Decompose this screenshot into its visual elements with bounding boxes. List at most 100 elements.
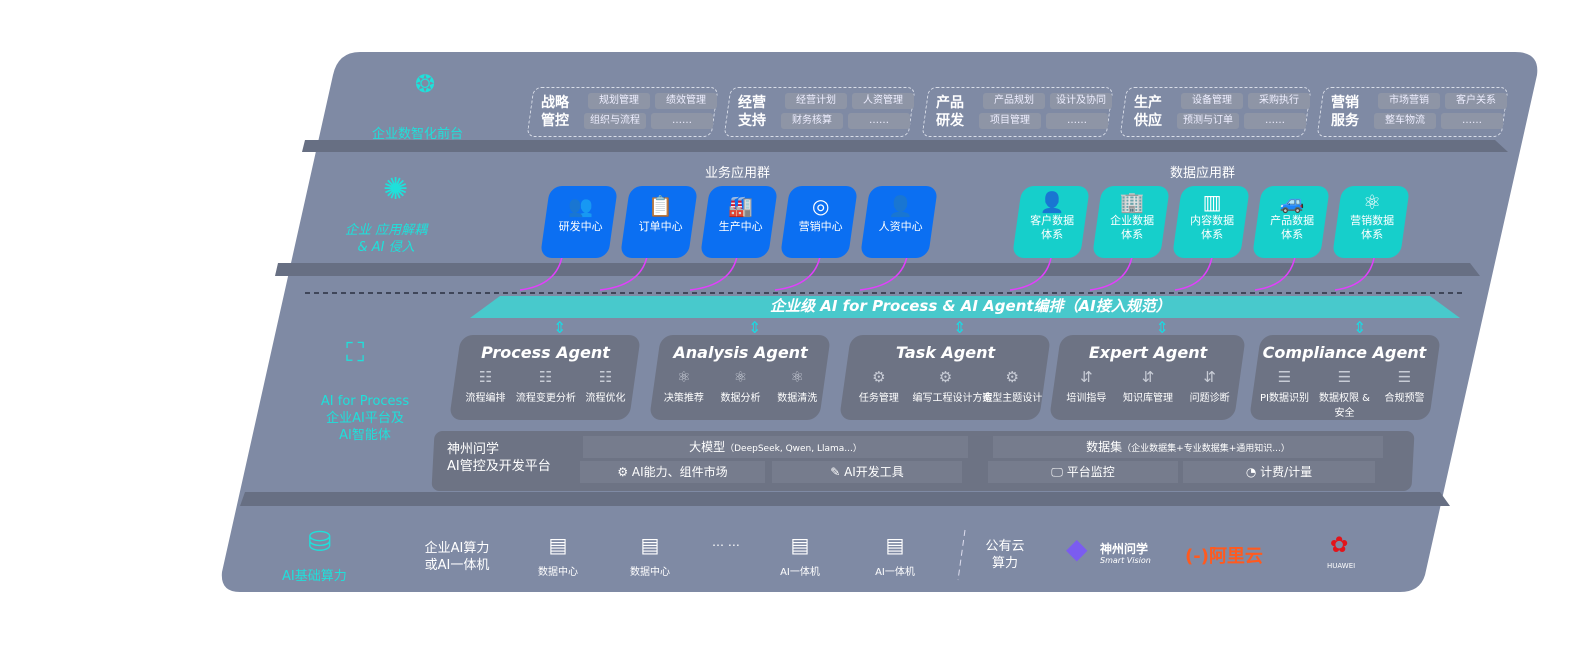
building-icon: 🏢 bbox=[1119, 190, 1145, 214]
capability-label: 造型主题设计 bbox=[982, 393, 1043, 404]
monitor-label: 平台监控 bbox=[1066, 465, 1115, 479]
agent-card[interactable]: Process Agent ☷ 流程编排 ☷ 流程变更分析 ☷ 流程优化 bbox=[449, 335, 641, 420]
group-title: 经营 支持 bbox=[738, 95, 766, 129]
server: ▤ 数据中心 bbox=[528, 533, 588, 578]
capability-label: 合规预警 bbox=[1384, 393, 1425, 404]
agent-card[interactable]: Analysis Agent ⚛ 决策推荐 ⚛ 数据分析 ⚛ 数据清洗 bbox=[649, 335, 831, 420]
agent-capability: ⇵ 问题诊断 bbox=[1179, 368, 1240, 404]
server-icon: ▤ bbox=[885, 533, 905, 557]
business-app[interactable]: 📋 订单中心 bbox=[619, 186, 699, 258]
devtools-cell: ✎ AI开发工具 bbox=[772, 461, 962, 483]
capability-chip: 客户关系 bbox=[1445, 93, 1507, 109]
atom-icon: ⚛ bbox=[1363, 190, 1382, 214]
face-scan-icon: ⛶ bbox=[346, 338, 365, 368]
users-icon: 👥 bbox=[568, 194, 594, 218]
model-label: 大模型 bbox=[689, 440, 726, 454]
bidirectional-arrow-icon: ⇕ bbox=[553, 318, 567, 337]
agent-card[interactable]: Expert Agent ⇵ 培训指导 ⇵ 知识库管理 ⇵ 问题诊断 bbox=[1049, 335, 1246, 420]
capability-chip: 产品规划 bbox=[983, 93, 1045, 109]
layer-divider bbox=[240, 492, 1450, 506]
server-label: 数据中心 bbox=[538, 567, 578, 578]
clipboard-icon: 📋 bbox=[648, 194, 674, 218]
dataset-cell: 数据集（企业数据集+专业数据集+通用知识...） bbox=[993, 436, 1383, 458]
data-app[interactable]: 🚙 产品数据 体系 bbox=[1251, 186, 1331, 258]
capability-icon: ☷ bbox=[478, 368, 493, 386]
enterprise-compute: 企业AI算力 或AI一体机 bbox=[424, 541, 490, 573]
app-label: 产品数据 体系 bbox=[1270, 214, 1315, 241]
business-app[interactable]: 👤 人资中心 bbox=[859, 186, 939, 258]
capability-chip: …… bbox=[1244, 113, 1306, 129]
capability-chip: …… bbox=[651, 113, 713, 129]
platform-name: 神州问学 AI管控及开发平台 bbox=[447, 442, 551, 474]
agent-capability: ☷ 流程变更分析 bbox=[516, 368, 576, 404]
capability-icon: ⚛ bbox=[677, 368, 691, 386]
agent-title: Analysis Agent bbox=[673, 343, 808, 362]
billing-label: 计费/计量 bbox=[1260, 465, 1313, 479]
app-label: 营销中心 bbox=[798, 220, 843, 233]
dataset-label: 数据集 bbox=[1086, 440, 1123, 454]
target-icon: ◎ bbox=[811, 194, 830, 218]
layer-divider bbox=[302, 140, 1508, 152]
group-title: 产品 研发 bbox=[936, 95, 964, 129]
business-app[interactable]: 👥 研发中心 bbox=[539, 186, 619, 258]
capability-chip: 组织与流程 bbox=[584, 113, 646, 129]
capability-chip: 预测与订单 bbox=[1177, 113, 1239, 129]
divider bbox=[957, 529, 966, 581]
server: ▤ AI一体机 bbox=[865, 533, 925, 578]
capability-label: 培训指导 bbox=[1066, 393, 1107, 404]
bidirectional-arrow-icon: ⇕ bbox=[953, 318, 967, 337]
capability-chip: 财务核算 bbox=[781, 113, 843, 129]
public-cloud: 公有云 算力 bbox=[985, 539, 1025, 571]
capability-icon: ☷ bbox=[598, 368, 613, 386]
data-app[interactable]: ⚛ 营销数据 体系 bbox=[1331, 186, 1411, 258]
model-note: （DeepSeek, Qwen, Llama...） bbox=[725, 444, 862, 454]
business-app[interactable]: ◎ 营销中心 bbox=[779, 186, 859, 258]
capability-icon: ☰ bbox=[1397, 368, 1412, 386]
group-title: 营销 服务 bbox=[1331, 95, 1359, 129]
layer-label-frontend: 企业数智化前台 bbox=[372, 127, 464, 142]
capability-icon: ⚙ bbox=[872, 368, 886, 386]
capability-chip: 绩效管理 bbox=[655, 93, 717, 109]
smart-vision-logo: ◆ bbox=[1066, 532, 1088, 565]
server-label: AI一体机 bbox=[780, 567, 820, 578]
market-cell: ⚙ AI能力、组件市场 bbox=[580, 461, 765, 483]
capability-label: PI数据识别 bbox=[1260, 393, 1309, 404]
data-app[interactable]: 🏢 企业数据 体系 bbox=[1091, 186, 1171, 258]
agent-card[interactable]: Task Agent ⚙ 任务管理 ⚙ 编写工程设计方案 ⚙ 造型主题设计 bbox=[839, 335, 1051, 420]
car-icon: 🚙 bbox=[1279, 190, 1305, 214]
capability-icon: ☰ bbox=[1277, 368, 1292, 386]
app-label: 生产中心 bbox=[718, 220, 763, 233]
huawei-name: HUAWEI bbox=[1327, 562, 1356, 570]
app-label: 营销数据 体系 bbox=[1350, 214, 1395, 241]
vendor-name: 神州问学 bbox=[1100, 542, 1149, 556]
layer-label-apps: 企业 应用解耦 & AI 侵入 bbox=[345, 223, 428, 255]
layer-label-infra: AI基础算力 bbox=[282, 569, 347, 584]
agent-capability: ⚛ 数据清洗 bbox=[769, 368, 825, 404]
business-app[interactable]: 🏭 生产中心 bbox=[699, 186, 779, 258]
billing-cell: ◔ 计费/计量 bbox=[1183, 461, 1375, 483]
bidirectional-arrow-icon: ⇕ bbox=[1353, 318, 1367, 337]
agent-capability: ⚛ 决策推荐 bbox=[656, 368, 712, 404]
data-app[interactable]: 👤 客户数据 体系 bbox=[1011, 186, 1091, 258]
capability-label: 数据权限 & 安全 bbox=[1319, 393, 1370, 419]
data-app[interactable]: ▥ 内容数据 体系 bbox=[1171, 186, 1251, 258]
monitor-cell: 🖵 平台监控 bbox=[988, 461, 1178, 483]
app-label: 订单中心 bbox=[638, 220, 683, 233]
aliyun-name: 阿里云 bbox=[1208, 546, 1263, 567]
capability-label: 流程优化 bbox=[585, 393, 626, 404]
app-label: 研发中心 bbox=[558, 220, 603, 233]
capability-chip: 设计及协同 bbox=[1050, 93, 1112, 109]
ai-banner-bg bbox=[470, 296, 1460, 318]
person-icon: 👤 bbox=[888, 194, 914, 218]
agent-card[interactable]: Compliance Agent ☰ PI数据识别 ☰ 数据权限 & 安全 ☰ 合规预警 bbox=[1249, 335, 1441, 420]
capability-chip: …… bbox=[848, 113, 910, 129]
devtools-label: AI开发工具 bbox=[844, 465, 904, 479]
aliyun-mark: (-) bbox=[1185, 546, 1209, 567]
capability-chip: 规划管理 bbox=[588, 93, 650, 109]
books-icon: ▥ bbox=[1202, 190, 1222, 214]
dataset-note: （企业数据集+专业数据集+通用知识...） bbox=[1122, 444, 1290, 454]
agent-capability: ⚙ 造型主题设计 bbox=[979, 368, 1045, 404]
bidirectional-arrow-icon: ⇕ bbox=[1155, 318, 1169, 337]
server-icon: ▤ bbox=[640, 533, 660, 557]
agent-capability: ⚙ 任务管理 bbox=[846, 368, 912, 404]
